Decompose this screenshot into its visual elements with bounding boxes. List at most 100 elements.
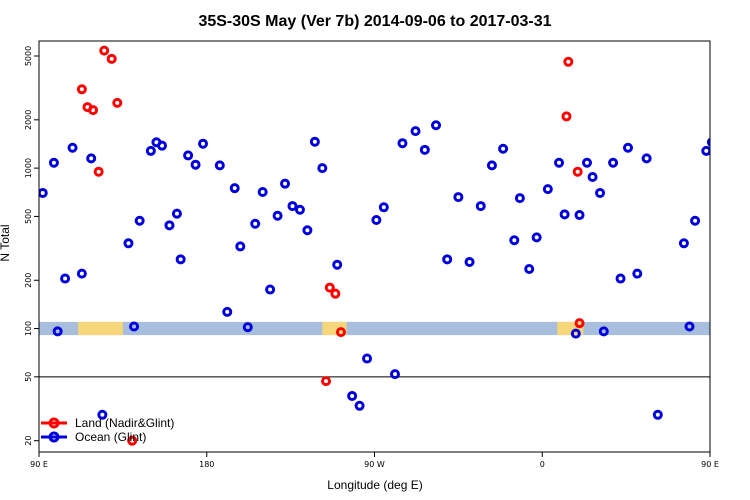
x-tick-label: 90 E — [701, 460, 719, 469]
x-axis-label: Longitude (deg E) — [327, 478, 422, 492]
ocean-point — [690, 215, 701, 226]
ocean-point — [354, 400, 365, 411]
ocean-point — [309, 136, 320, 147]
chart-title: 35S-30S May (Ver 7b) 2014-09-06 to 2017-… — [198, 13, 551, 30]
ocean-point — [678, 238, 689, 249]
land-point — [725, 86, 732, 93]
ocean-point — [76, 268, 87, 279]
land-point — [93, 166, 104, 177]
ocean-point — [362, 353, 373, 364]
ocean-point — [554, 157, 565, 168]
legend-ocean-label: Ocean (Glint) — [75, 430, 146, 444]
ocean-point — [714, 142, 721, 149]
ocean-point — [570, 328, 581, 339]
ocean-point — [431, 120, 442, 131]
ocean-point — [332, 259, 343, 270]
ocean-point — [419, 144, 430, 155]
x-axis: 90 E 180 90 W 0 90 E — [30, 452, 719, 469]
ocean-point — [294, 204, 305, 215]
ocean-point — [183, 150, 194, 161]
ocean-point — [265, 284, 276, 295]
ocean-point — [67, 142, 78, 153]
land-point — [324, 282, 335, 293]
y-tick-label: 1000 — [24, 158, 33, 178]
ocean-point — [475, 201, 486, 212]
legend-item-ocean: Ocean (Glint) — [41, 430, 146, 444]
y-tick-label: 2000 — [24, 110, 33, 130]
land-point — [106, 53, 117, 64]
ocean-point — [587, 172, 598, 183]
ocean-point — [574, 210, 585, 221]
ocean-point — [559, 209, 570, 220]
ocean-point — [486, 160, 497, 171]
ocean-point — [608, 157, 619, 168]
ocean-point — [250, 218, 261, 229]
ocean-point — [302, 225, 313, 236]
ocean-point — [129, 321, 140, 332]
ocean-point — [410, 126, 421, 137]
land-point — [731, 104, 738, 111]
y-tick-label: 200 — [24, 273, 33, 288]
ocean-point — [257, 186, 268, 197]
ocean-point — [235, 241, 246, 252]
y-tick-label: 500 — [24, 209, 33, 224]
ocean-point — [157, 140, 168, 151]
ocean-point — [97, 409, 108, 420]
legend-ocean-marker — [48, 431, 60, 443]
land-point — [76, 84, 87, 95]
land-point — [112, 97, 123, 108]
ocean-point — [498, 143, 509, 154]
data-points — [39, 45, 749, 446]
ocean-point — [164, 220, 175, 231]
ocean-point — [214, 160, 225, 171]
land-point — [572, 166, 583, 177]
ocean-point — [39, 187, 48, 198]
ocean-point — [198, 138, 209, 149]
ocean-point — [48, 157, 59, 168]
ocean-point — [390, 369, 401, 380]
ocean-point — [378, 202, 389, 213]
ocean-point — [622, 142, 633, 153]
legend-land-marker — [48, 417, 60, 429]
land-point — [335, 327, 346, 338]
land-point — [99, 45, 110, 56]
ocean-point — [52, 326, 63, 337]
ocean-point — [175, 254, 186, 265]
ocean-point — [287, 201, 298, 212]
land-strip-segment — [78, 321, 123, 336]
land-point — [563, 56, 574, 67]
land-point — [330, 288, 341, 299]
ocean-point — [442, 254, 453, 265]
legend-land-label: Land (Nadir&Glint) — [75, 416, 174, 430]
ocean-point — [684, 321, 695, 332]
ocean-point — [464, 256, 475, 267]
y-tick-label: 100 — [24, 321, 33, 336]
ocean-point — [222, 306, 233, 317]
ocean-point — [145, 145, 156, 156]
ocean-point — [86, 153, 97, 164]
legend-item-land: Land (Nadir&Glint) — [41, 416, 174, 430]
ocean-point — [171, 208, 182, 219]
ocean-point — [317, 163, 328, 174]
land-point — [321, 376, 332, 387]
ocean-point — [229, 183, 240, 194]
land-point — [742, 168, 749, 175]
ocean-point — [123, 238, 134, 249]
land-point — [561, 111, 572, 122]
y-axis-label: N Total — [0, 224, 12, 261]
ocean-point — [242, 322, 253, 333]
land-strip-segment — [725, 322, 750, 335]
x-tick-label: 90 E — [30, 460, 48, 469]
land-point — [127, 435, 138, 446]
ocean-point — [706, 137, 710, 147]
ocean-point — [598, 326, 609, 337]
y-tick-label: 20 — [24, 436, 33, 446]
x-tick-label: 180 — [199, 460, 214, 469]
y-axis: 20 50 100 200 500 1000 2000 5000 — [24, 46, 39, 446]
ocean-point — [524, 264, 535, 275]
ocean-point — [514, 193, 525, 204]
x-tick-label: 0 — [540, 460, 545, 469]
ocean-point — [509, 235, 520, 246]
ocean-point — [595, 187, 606, 198]
ocean-point — [542, 184, 553, 195]
